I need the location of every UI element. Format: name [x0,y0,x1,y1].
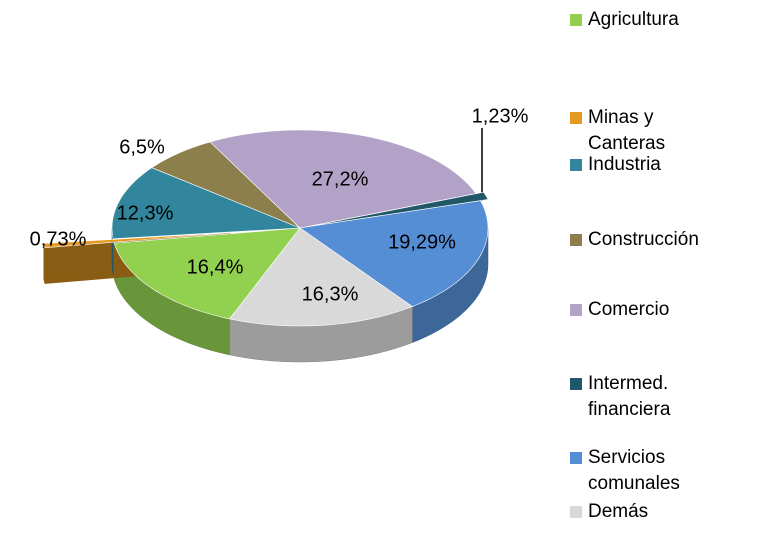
slice [299,200,489,307]
slice [43,232,231,249]
data-label: 12,3% [117,202,174,224]
leader-line [478,128,483,201]
data-label: 0,73% [30,228,87,250]
legend-item: Agricultura [570,7,720,33]
data-label: 27,2% [312,168,369,190]
legend-swatch [570,452,582,464]
legend-label: Industria [588,154,661,175]
slice [113,227,301,320]
legend-item: Servicios comunales [570,445,720,497]
legend-label: Comercio [588,299,670,320]
slice [111,167,301,240]
legend-item: Minas y Canteras [570,105,720,157]
legend-swatch [570,14,582,26]
legend-swatch [570,506,582,518]
slice [151,141,301,229]
legend-item: Demás [570,499,720,525]
data-label: 1,23% [472,105,529,127]
data-label: 6,5% [119,136,165,158]
legend-label: Minas y Canteras [588,107,666,154]
data-label: 19,29% [388,231,456,253]
legend-swatch [570,304,582,316]
legend-label: Intermed. financiera [588,373,671,420]
legend-item: Industria [570,152,720,178]
data-label: 16,3% [302,283,359,305]
legend-swatch [570,378,582,390]
slice [209,129,477,229]
legend-item: Comercio [570,297,720,323]
legend-label: Servicios comunales [588,447,680,494]
slice [229,227,414,327]
legend-swatch [570,234,582,246]
legend-label: Agricultura [588,9,679,30]
legend-swatch [570,112,582,124]
pie-area: 16,4% 0,73% 12,3% 6,5% 27,2% 1,23% 19,29% 16,3% [30,105,529,363]
legend-item: Construcción [570,227,720,253]
legend-swatch [570,159,582,171]
legend-label: Construcción [588,229,699,250]
data-label: 16,4% [187,256,244,278]
legend-label: Demás [588,501,649,522]
legend-item: Intermed. financiera [570,371,720,423]
